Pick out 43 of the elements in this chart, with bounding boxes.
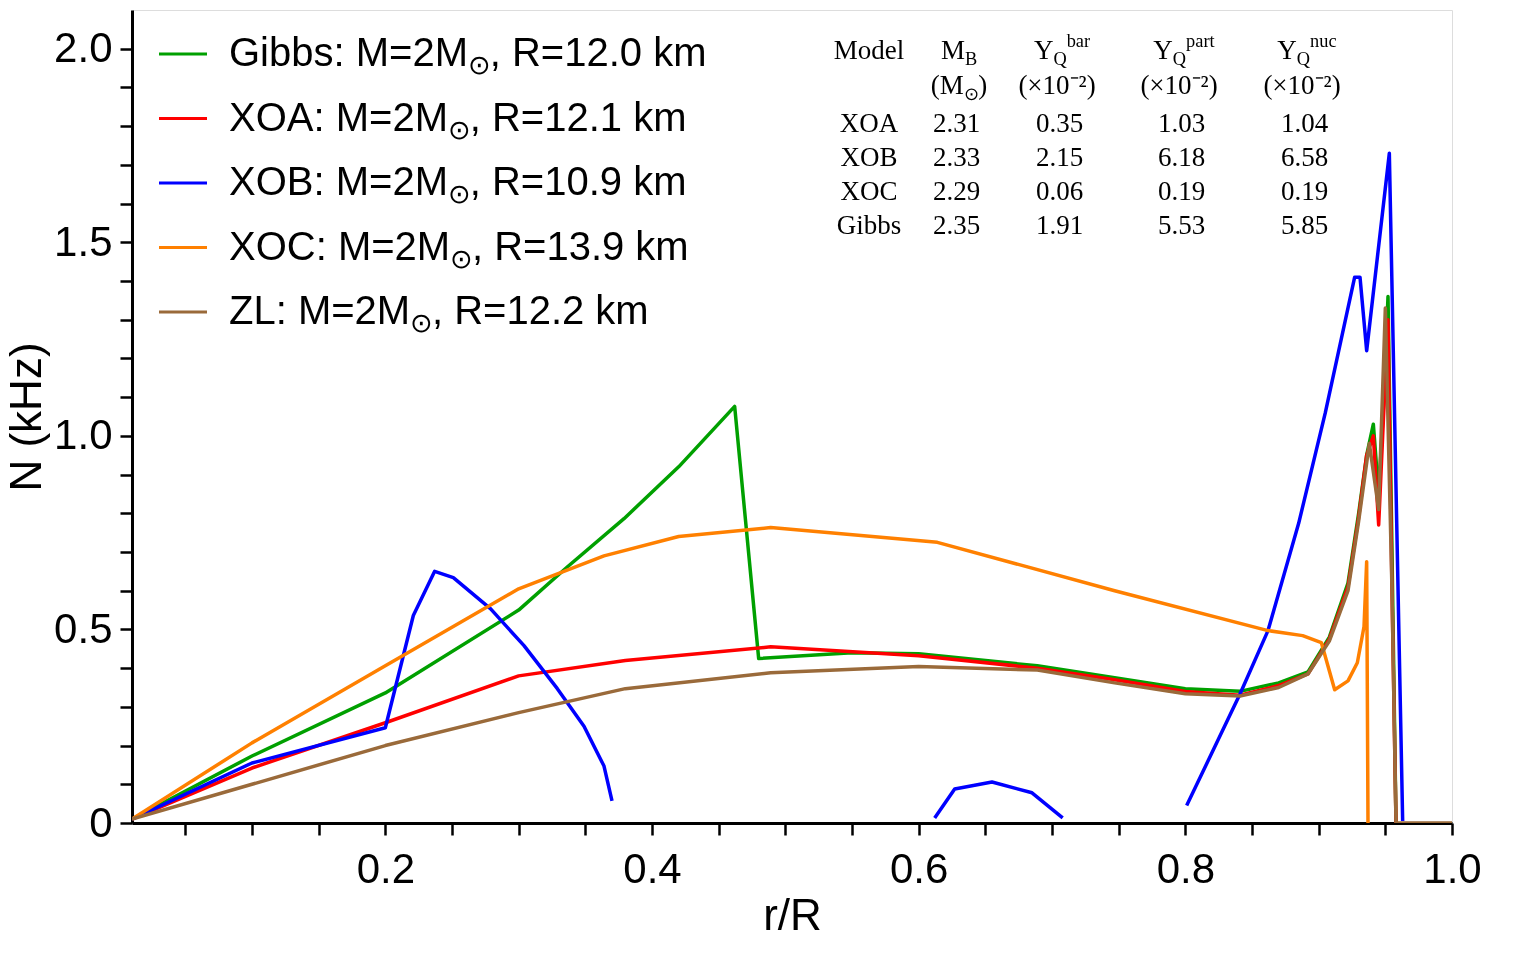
y-tick-label: 1.5 [54,217,113,265]
annotation: (×10⁻²) [1140,70,1218,100]
x-tick-label: 1.0 [1423,844,1482,892]
annotation: XOC [840,176,898,206]
legend-label: XOA: M=2M⊙, R=12.1 km [229,94,687,145]
x-tick-label: 0.4 [623,844,682,892]
annotation: (M⊙) [930,70,988,105]
annotation: Model [833,35,905,65]
annotation: 1.03 [1158,108,1206,138]
annotation: 6.58 [1281,142,1329,172]
annotation: 2.15 [1036,142,1084,172]
annotation: 5.53 [1158,210,1206,240]
x-axis-title: r/R [763,889,822,939]
annotation: 0.19 [1158,176,1206,206]
annotation: 2.31 [933,108,981,138]
x-tick-label: 0.6 [889,844,949,892]
y-axis-title: N (kHz) [1,342,51,492]
legend-label: XOC: M=2M⊙, R=13.9 km [229,223,689,274]
y-tick-label: 0 [89,798,113,846]
y-tick-label: 0.5 [54,604,113,652]
annotation: 5.85 [1281,210,1329,240]
annotation: (×10⁻²) [1018,70,1096,100]
annotation: 2.35 [933,210,981,240]
annotation: 1.04 [1281,108,1329,138]
annotation: XOB [840,142,898,172]
y-tick-label: 1.0 [54,411,113,459]
x-tick-label: 0.2 [356,844,416,892]
annotation: 0.06 [1036,176,1084,206]
legend-label: ZL: M=2M⊙, R=12.2 km [229,288,649,338]
annotation: XOA [839,108,899,138]
annotation: 6.18 [1158,142,1206,172]
legend-label: XOB: M=2M⊙, R=10.9 km [229,159,687,209]
x-tick-label: 0.8 [1156,844,1216,892]
y-tick-label: 2.0 [54,24,113,72]
annotation: 0.35 [1036,108,1084,138]
annotation: (×10⁻²) [1263,70,1341,100]
annotation: 1.91 [1036,210,1084,240]
annotation: 0.19 [1281,176,1329,206]
line-series [132,525,1370,823]
annotation: 2.29 [933,176,981,206]
annotation: Gibbs [836,210,902,240]
annotation: 2.33 [933,142,981,172]
legend-label: Gibbs: M=2M⊙, R=12.0 km [229,30,707,80]
